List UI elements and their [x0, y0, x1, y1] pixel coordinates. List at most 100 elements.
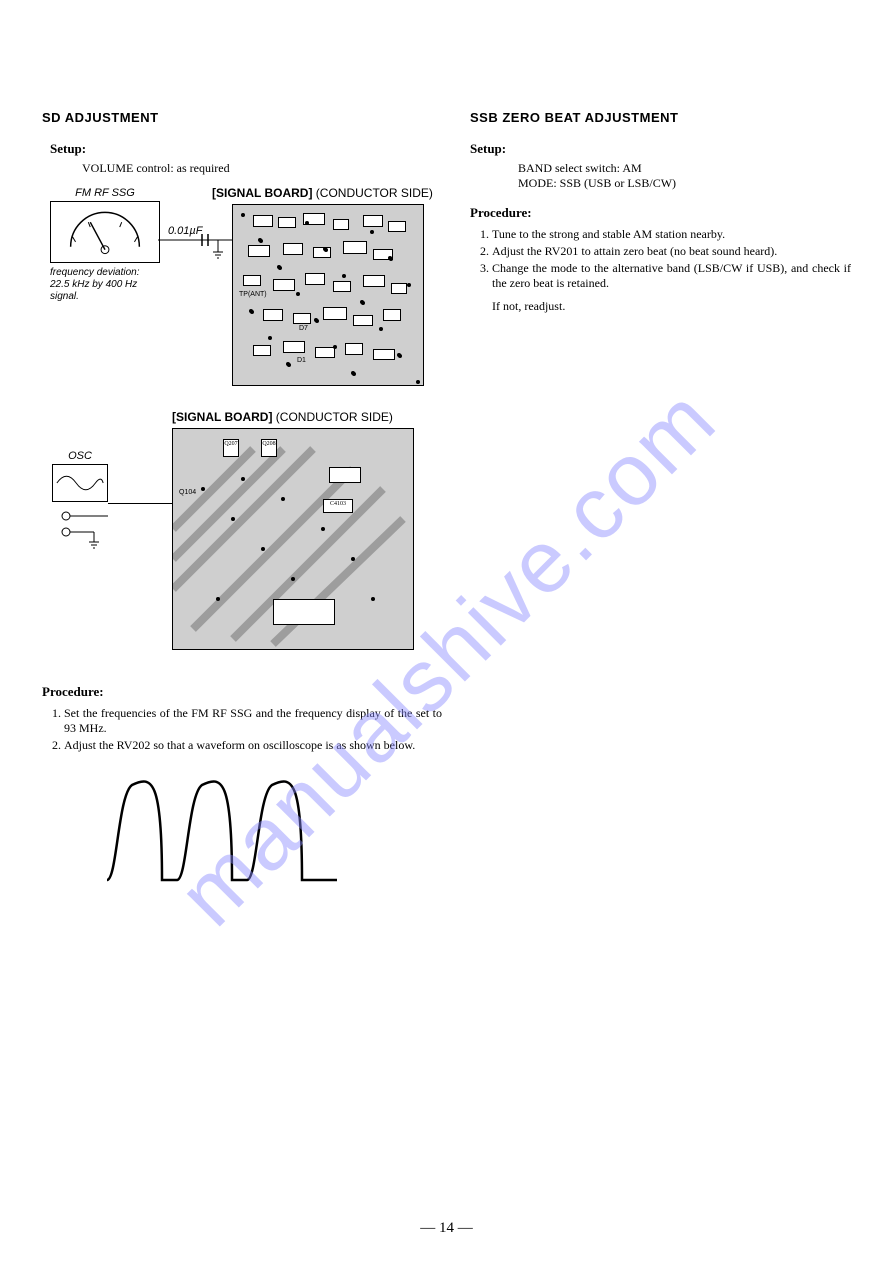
signal-board-pcb-1: TP(ANT) D7 D1 [232, 204, 424, 386]
ssb-adjustment-title: SSB ZERO BEAT ADJUSTMENT [470, 110, 851, 125]
osc-wire [108, 503, 173, 504]
pcb-component [253, 215, 273, 227]
ssg-note-line1: frequency deviation: [50, 267, 140, 278]
pcb-component [315, 347, 335, 358]
right-proc-tail: If not, readjust. [492, 299, 851, 314]
oscilloscope-box: OSC [52, 450, 108, 552]
pcb-via [388, 256, 392, 260]
sd-adjustment-title: SD ADJUSTMENT [42, 110, 442, 125]
pcb-component [329, 467, 361, 483]
fig2-bold: [SIGNAL BOARD] [172, 410, 272, 424]
pcb-component [388, 221, 406, 232]
pcb-via [342, 274, 346, 278]
meter-icon [51, 202, 159, 262]
pcb-component [313, 247, 331, 258]
ssg-deviation-note: frequency deviation: 22.5 kHz by 400 Hz … [50, 267, 160, 303]
pcb-component [353, 315, 373, 326]
pcb-component [343, 241, 367, 254]
pcb-component [383, 309, 401, 321]
pcb-via [241, 213, 245, 217]
pcb-via [249, 309, 253, 313]
left-procedure-list: Set the frequencies of the FM RF SSG and… [42, 706, 442, 753]
pcb-label: D1 [297, 357, 306, 364]
pcb-via [305, 221, 309, 225]
pcb-via [323, 247, 327, 251]
left-column: SD ADJUSTMENT Setup: VOLUME control: as … [42, 110, 442, 885]
fig1-label: [SIGNAL BOARD] (CONDUCTOR SIDE) [212, 186, 442, 200]
right-proc-item-1: Tune to the strong and stable AM station… [492, 227, 851, 242]
signal-board-pcb-2: Q104 Q207 Q208 C4103 [172, 428, 414, 650]
pcb-component: Q208 [261, 439, 277, 457]
pcb-via [407, 283, 411, 287]
fig1-bold: [SIGNAL BOARD] [212, 186, 312, 200]
pcb-via [258, 238, 262, 242]
pcb2-q104-label: Q104 [179, 489, 196, 496]
procedure-heading-left: Procedure: [42, 684, 442, 700]
pcb-component [323, 307, 347, 320]
volume-setup-line: VOLUME control: as required [82, 161, 442, 176]
pcb-component [263, 309, 283, 321]
ssg-note-line2: 22.5 kHz by 400 Hz [50, 279, 137, 290]
pcb-component [293, 313, 311, 324]
ssg-meter-face [50, 201, 160, 263]
fm-rf-ssg-meter: FM RF SSG frequency deviation: 22.5 kH [50, 185, 160, 303]
pcb-label: D7 [299, 325, 308, 332]
pcb-via [351, 371, 355, 375]
page: manualshive.com SD ADJUSTMENT Setup: VOL… [0, 0, 893, 1263]
pcb-component [283, 243, 303, 255]
fig2-label: [SIGNAL BOARD] (CONDUCTOR SIDE) [172, 410, 442, 424]
waveform-figure [102, 765, 342, 885]
mode-setup-line: MODE: SSB (USB or LSB/CW) [518, 176, 851, 191]
right-procedure-list: Tune to the strong and stable AM station… [470, 227, 851, 291]
pcb-component [333, 219, 349, 230]
fig2-rest: (CONDUCTOR SIDE) [272, 410, 392, 424]
pcb-component: C4103 [323, 499, 353, 513]
osc-screen [52, 464, 108, 502]
osc-label: OSC [52, 450, 108, 464]
pcb-component: Q207 [223, 439, 239, 457]
ssg-label: FM RF SSG [50, 185, 160, 201]
setup-heading-left: Setup: [50, 141, 442, 157]
ssg-note-line3: signal. [50, 291, 79, 302]
osc-connectors-icon [52, 502, 108, 552]
procedure-heading-right: Procedure: [470, 205, 851, 221]
pcb-via [397, 353, 401, 357]
right-proc-item-2: Adjust the RV201 to attain zero beat (no… [492, 244, 851, 259]
pcb-component [243, 275, 261, 286]
pcb-component [278, 217, 296, 228]
pcb-component [363, 275, 385, 287]
band-setup-line: BAND select switch: AM [518, 161, 851, 176]
pcb-via [286, 362, 290, 366]
page-number: — 14 — [0, 1220, 893, 1237]
pcb-component [363, 215, 383, 227]
pcb-via [333, 345, 337, 349]
pcb-component [253, 345, 271, 356]
pcb-via [360, 300, 364, 304]
square-wave-icon [102, 765, 342, 885]
pcb-label: TP(ANT) [239, 291, 267, 298]
pcb-via [370, 230, 374, 234]
pcb-component [345, 343, 363, 355]
pcb-via [416, 380, 420, 384]
pcb-component [248, 245, 270, 257]
setup-heading-right: Setup: [470, 141, 851, 157]
pcb-component [283, 341, 305, 353]
pcb-via [296, 292, 300, 296]
fig1-rest: (CONDUCTOR SIDE) [312, 186, 432, 200]
content-columns: SD ADJUSTMENT Setup: VOLUME control: as … [42, 110, 851, 885]
pcb-component [273, 599, 335, 625]
right-proc-item-3: Change the mode to the alternative band … [492, 261, 851, 291]
pcb-component [373, 349, 395, 360]
pcb-component [333, 281, 351, 292]
pcb-via [379, 327, 383, 331]
left-proc-item-2: Adjust the RV202 so that a waveform on o… [64, 738, 442, 753]
left-proc-item-1: Set the frequencies of the FM RF SSG and… [64, 706, 442, 736]
pcb-component [305, 273, 325, 285]
osc-wave-icon [53, 465, 107, 501]
pcb-component [391, 283, 407, 294]
pcb-via [314, 318, 318, 322]
right-column: SSB ZERO BEAT ADJUSTMENT Setup: BAND sel… [470, 110, 851, 885]
pcb-via [277, 265, 281, 269]
pcb-via [268, 336, 272, 340]
pcb-component [273, 279, 295, 291]
